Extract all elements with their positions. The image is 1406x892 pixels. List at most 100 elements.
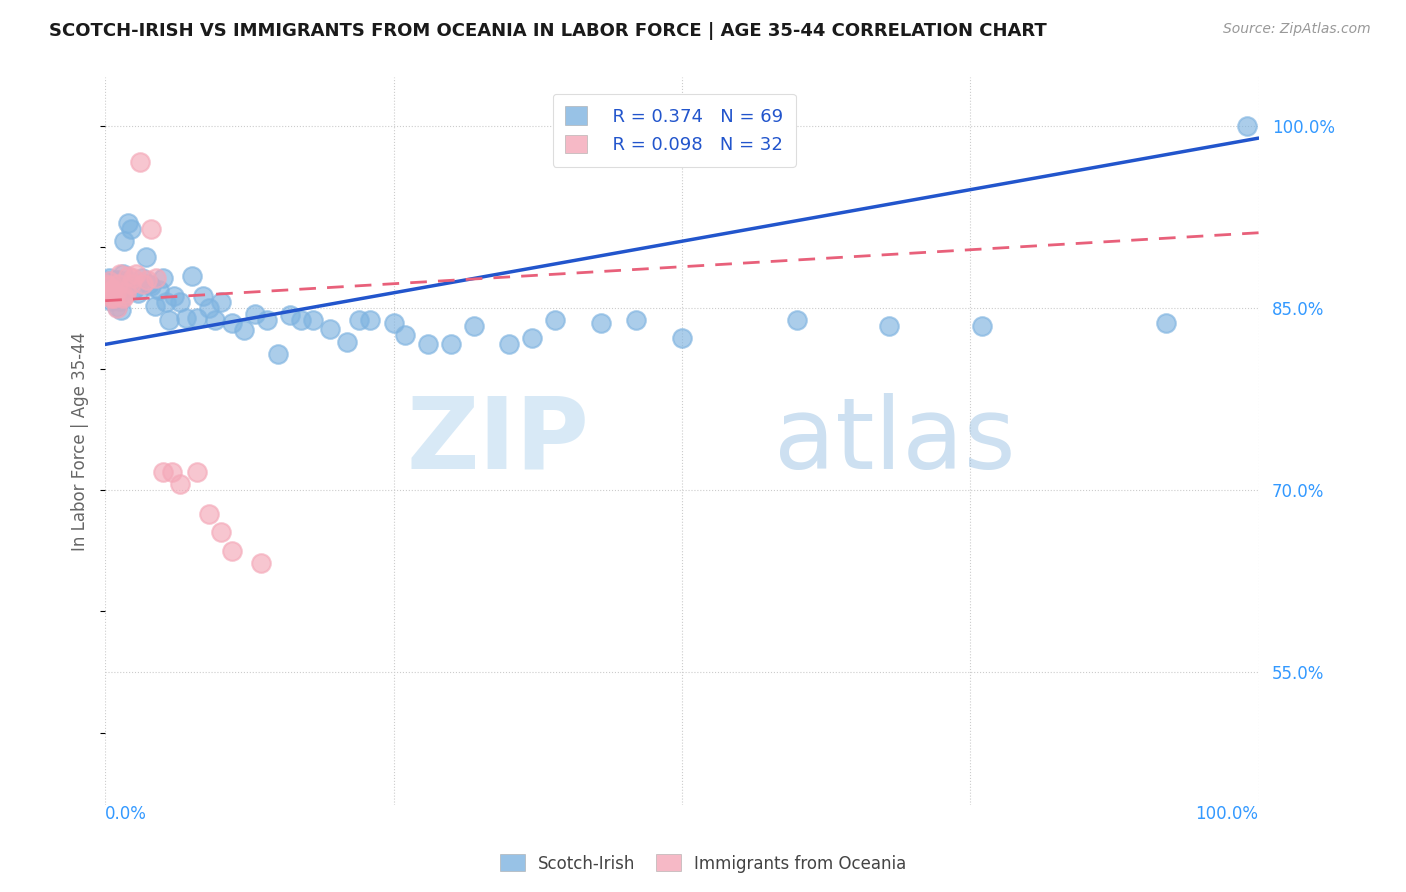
Point	[104, 273, 127, 287]
Point	[209, 294, 232, 309]
Point	[108, 293, 131, 308]
Point	[96, 274, 118, 288]
Legend: Scotch-Irish, Immigrants from Oceania: Scotch-Irish, Immigrants from Oceania	[494, 847, 912, 880]
Point	[132, 277, 155, 291]
Point	[97, 274, 120, 288]
Point	[98, 279, 121, 293]
Point	[96, 277, 118, 291]
Point	[100, 293, 122, 308]
Point	[115, 274, 138, 288]
Point	[319, 321, 342, 335]
Point	[141, 279, 163, 293]
Text: 0.0%: 0.0%	[105, 805, 148, 823]
Point	[440, 337, 463, 351]
Point	[96, 277, 118, 291]
Point	[105, 301, 128, 315]
Text: atlas: atlas	[775, 393, 1015, 490]
Legend:   R = 0.374   N = 69,   R = 0.098   N = 32: R = 0.374 N = 69, R = 0.098 N = 32	[553, 94, 796, 167]
Point	[107, 290, 129, 304]
Point	[382, 316, 405, 330]
Point	[221, 543, 243, 558]
Y-axis label: In Labor Force | Age 35-44: In Labor Force | Age 35-44	[72, 332, 89, 551]
Point	[104, 286, 127, 301]
Point	[394, 327, 416, 342]
Point	[145, 270, 167, 285]
Point	[520, 331, 543, 345]
Point	[1236, 119, 1258, 133]
Point	[278, 308, 301, 322]
Point	[108, 273, 131, 287]
Point	[624, 313, 647, 327]
Point	[301, 313, 323, 327]
Point	[198, 301, 221, 315]
Text: Source: ZipAtlas.com: Source: ZipAtlas.com	[1223, 22, 1371, 37]
Point	[127, 286, 149, 301]
Point	[128, 155, 150, 169]
Point	[117, 216, 139, 230]
Point	[122, 270, 145, 285]
Point	[96, 279, 118, 293]
Text: ZIP: ZIP	[406, 393, 589, 490]
Point	[155, 294, 177, 309]
Point	[786, 313, 808, 327]
Point	[105, 300, 128, 314]
Point	[110, 303, 132, 318]
Point	[103, 282, 125, 296]
Point	[152, 465, 174, 479]
Point	[186, 310, 208, 325]
Point	[135, 273, 157, 287]
Point	[103, 293, 125, 307]
Point	[101, 284, 124, 298]
Point	[131, 270, 153, 285]
Point	[141, 222, 163, 236]
Point	[671, 331, 693, 345]
Point	[111, 267, 134, 281]
Point	[117, 269, 139, 284]
Point	[135, 250, 157, 264]
Point	[347, 313, 370, 327]
Point	[157, 313, 180, 327]
Point	[221, 316, 243, 330]
Point	[160, 465, 183, 479]
Point	[169, 294, 191, 309]
Point	[107, 277, 129, 291]
Point	[970, 319, 993, 334]
Point	[120, 277, 142, 291]
Point	[169, 477, 191, 491]
Point	[1156, 316, 1178, 330]
Point	[103, 291, 125, 305]
Point	[138, 277, 160, 291]
Point	[111, 291, 134, 305]
Point	[336, 334, 359, 349]
Point	[100, 291, 122, 305]
Point	[174, 310, 197, 325]
Point	[112, 234, 135, 248]
Point	[103, 282, 125, 296]
Point	[463, 319, 485, 334]
Point	[267, 347, 290, 361]
Point	[290, 313, 312, 327]
Point	[122, 282, 145, 296]
Point	[98, 289, 121, 303]
Point	[100, 289, 122, 303]
Point	[180, 269, 202, 284]
Point	[112, 289, 135, 303]
Point	[97, 270, 120, 285]
Point	[498, 337, 520, 351]
Point	[544, 313, 567, 327]
Point	[152, 270, 174, 285]
Point	[256, 313, 278, 327]
Point	[204, 313, 226, 327]
Point	[360, 313, 382, 327]
Point	[418, 337, 440, 351]
Point	[120, 222, 142, 236]
Point	[879, 319, 901, 334]
Point	[163, 289, 186, 303]
Point	[591, 316, 613, 330]
Point	[148, 283, 170, 297]
Point	[209, 525, 232, 540]
Text: SCOTCH-IRISH VS IMMIGRANTS FROM OCEANIA IN LABOR FORCE | AGE 35-44 CORRELATION C: SCOTCH-IRISH VS IMMIGRANTS FROM OCEANIA …	[49, 22, 1047, 40]
Text: 100.0%: 100.0%	[1195, 805, 1258, 823]
Point	[193, 289, 215, 303]
Point	[101, 285, 124, 300]
